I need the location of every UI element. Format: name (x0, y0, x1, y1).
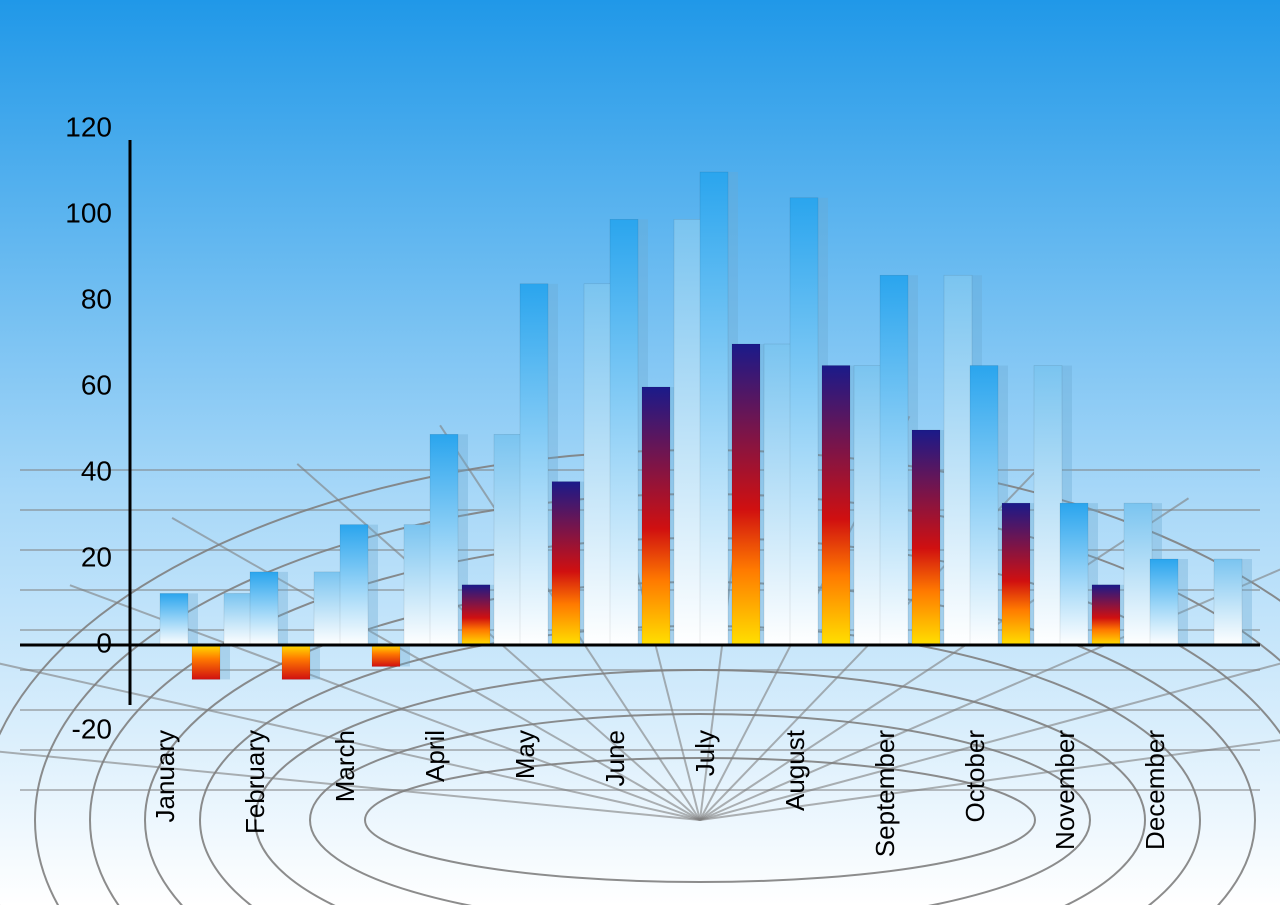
y-tick-label: -20 (72, 713, 112, 744)
bar (732, 344, 760, 645)
y-tick-label: 120 (65, 111, 112, 142)
y-tick-label: 60 (81, 369, 112, 400)
bar (520, 284, 548, 645)
x-tick-label: September (870, 730, 900, 858)
chart-container: -20 0 20 40 60 80 100 120 January February March A… (0, 0, 1280, 905)
bar (282, 645, 310, 679)
x-tick-label: November (1050, 730, 1080, 850)
bar (1124, 503, 1152, 645)
bar (250, 572, 278, 645)
x-tick-label: March (330, 730, 360, 802)
y-tick-label: 0 (96, 627, 112, 658)
x-tick-label: August (780, 729, 810, 811)
x-tick-label: December (1140, 730, 1170, 850)
bar (700, 172, 728, 645)
bar (944, 275, 972, 645)
bar (494, 434, 522, 645)
bar (372, 645, 400, 667)
bar (1002, 503, 1030, 645)
bar (552, 482, 580, 645)
bar (674, 219, 702, 645)
bar (224, 593, 252, 645)
y-tick-label: 100 (65, 197, 112, 228)
bar (854, 366, 882, 646)
bar (642, 387, 670, 645)
y-tick-label: 80 (81, 283, 112, 314)
x-tick-label: January (150, 730, 180, 823)
bar (912, 430, 940, 645)
bar (880, 275, 908, 645)
bar (314, 572, 342, 645)
x-tick-label: July (690, 730, 720, 776)
bar (1092, 585, 1120, 645)
bar (764, 344, 792, 645)
x-tick-label: October (960, 730, 990, 823)
x-tick-label: February (240, 730, 270, 834)
bar (404, 525, 432, 645)
y-tick-label: 20 (81, 541, 112, 572)
x-tick-label: May (510, 730, 540, 779)
x-tick-label: April (420, 730, 450, 782)
bar (1034, 366, 1062, 646)
bar (584, 284, 612, 645)
bar (192, 645, 220, 679)
bar (970, 366, 998, 646)
bar (1214, 559, 1242, 645)
bar (790, 198, 818, 645)
y-tick-label: 40 (81, 455, 112, 486)
bar (610, 219, 638, 645)
bar (462, 585, 490, 645)
chart-svg: -20 0 20 40 60 80 100 120 January February March A… (0, 0, 1280, 905)
bar (160, 593, 188, 645)
x-tick-label: June (600, 730, 630, 786)
bar (822, 366, 850, 646)
bar (1150, 559, 1178, 645)
bar (430, 434, 458, 645)
bar (340, 525, 368, 645)
bar (1060, 503, 1088, 645)
